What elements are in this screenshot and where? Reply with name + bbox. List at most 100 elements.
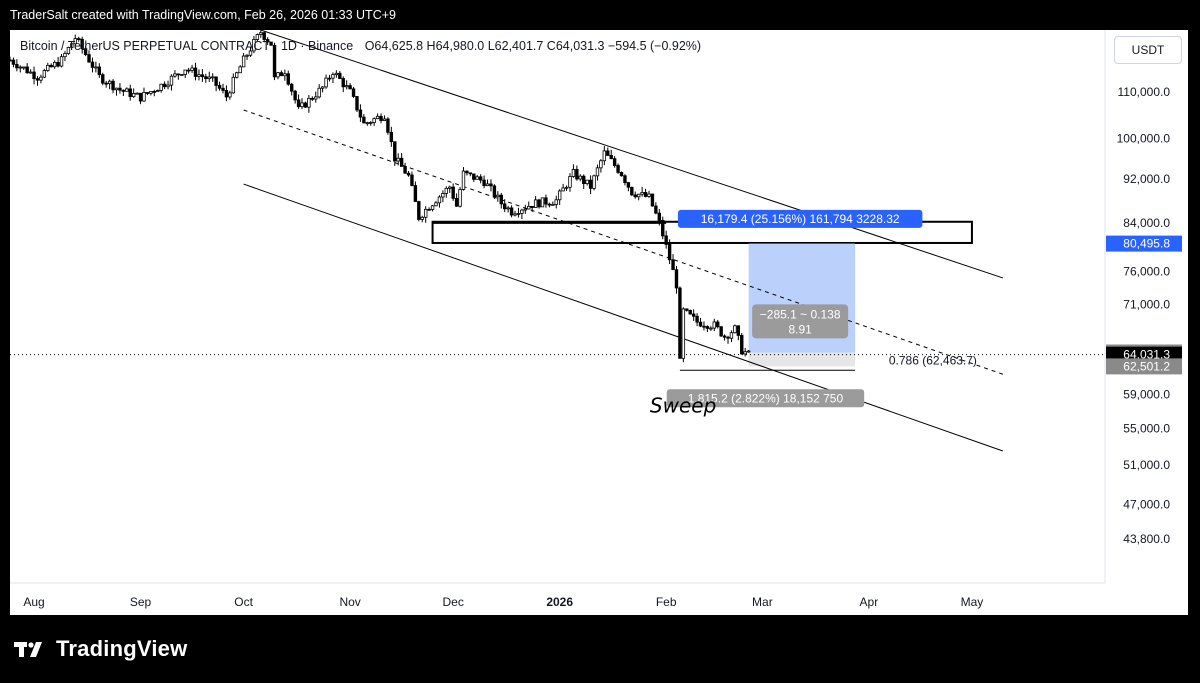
candle-body	[733, 325, 737, 334]
candle-body	[296, 99, 301, 108]
x-tick-label: Apr	[860, 595, 879, 609]
candle-body	[667, 244, 672, 261]
candle-body	[561, 187, 565, 192]
tradingview-mark-icon	[14, 642, 42, 657]
candle-body	[595, 167, 600, 177]
candle-body	[379, 115, 383, 121]
currency-button[interactable]: USDT	[1114, 36, 1182, 64]
candle-body	[351, 88, 356, 97]
candle-body	[348, 85, 352, 90]
candle-body	[702, 325, 706, 328]
candle-body	[746, 350, 751, 353]
risk-reward-line1: −285.1 ~ 0.138	[760, 307, 841, 321]
candle-body	[331, 74, 335, 79]
candle-body	[372, 118, 376, 123]
candle-body	[197, 74, 201, 77]
candle-body	[265, 39, 270, 43]
candle-body	[42, 70, 47, 78]
candle-body	[125, 88, 129, 92]
x-tick-label: Nov	[339, 595, 360, 609]
candle-body	[283, 73, 287, 77]
candle-body	[231, 76, 236, 94]
sweep-stats-label: 1,815.2 (2.822%) 18,152 750	[688, 391, 844, 405]
candle-body	[324, 77, 328, 88]
candle-body	[111, 80, 115, 91]
candle-body	[66, 47, 71, 54]
candle-body	[592, 175, 596, 189]
candle-body	[80, 38, 84, 50]
candle-body	[156, 90, 160, 93]
candle-body	[661, 220, 665, 237]
candle-body	[10, 59, 12, 62]
sweep-stats-label-bg	[666, 389, 865, 408]
candle-body	[286, 73, 290, 85]
candle-body	[310, 97, 315, 100]
candle-body	[59, 56, 64, 67]
candle-body	[520, 209, 524, 214]
candle-body	[35, 78, 40, 81]
fib-level-label: 0.786 (62,463.7)	[889, 354, 977, 368]
x-tick-label: Mar	[752, 595, 773, 609]
candle-body	[623, 175, 627, 183]
price-chart[interactable]: 16,179.4 (25.156%) 161,794 3228.32 −285.1…	[10, 30, 1188, 615]
candle-body	[527, 205, 531, 210]
candle-body	[207, 76, 211, 80]
candle-body	[28, 71, 33, 74]
candle-body	[685, 308, 689, 311]
candle-body	[200, 74, 205, 78]
candle-body	[602, 150, 607, 162]
candle-body	[135, 92, 139, 95]
candle-body	[513, 213, 517, 216]
candle-body	[248, 50, 253, 56]
candle-body	[695, 315, 699, 323]
candle-body	[619, 172, 624, 177]
candle-body	[722, 335, 727, 338]
candle-body	[509, 207, 514, 216]
candle-body	[63, 53, 67, 58]
candle-body	[320, 86, 325, 89]
candle-body	[290, 83, 294, 92]
candle-body	[389, 131, 394, 143]
risk-reward-label-bg	[752, 304, 849, 339]
candle-body	[11, 59, 16, 65]
candle-body	[193, 67, 198, 77]
candle-body	[437, 196, 442, 204]
candle-body	[417, 201, 421, 220]
price-tag-label: 62,501.2	[1123, 359, 1170, 373]
candle-body	[568, 176, 572, 188]
candle-body	[214, 76, 218, 86]
candle-body	[87, 54, 91, 63]
candle-body	[698, 321, 703, 327]
candle-body	[221, 87, 225, 91]
candle-body	[740, 334, 744, 355]
candle-body	[101, 74, 105, 84]
candle-body	[423, 208, 428, 218]
candle-body	[403, 166, 407, 174]
candle-body	[307, 97, 311, 108]
candle-body	[461, 170, 466, 190]
candle-body	[162, 83, 167, 88]
candle-body	[70, 43, 74, 48]
candle-body	[334, 72, 339, 76]
candle-body	[138, 92, 143, 102]
candle-body	[705, 326, 710, 329]
x-tick-label: Feb	[656, 595, 677, 609]
candle-body	[224, 90, 229, 98]
candle-body	[499, 194, 503, 205]
candle-body	[458, 189, 462, 207]
chart-panel: 16,179.4 (25.156%) 161,794 3228.32 −285.1…	[10, 30, 1188, 615]
candle-body	[434, 202, 438, 207]
candle-body	[664, 235, 668, 245]
x-tick-label: 2026	[546, 595, 573, 609]
candle-body	[489, 183, 493, 187]
candle-body	[355, 96, 359, 111]
candle-body	[671, 259, 675, 271]
candle-body	[647, 193, 651, 197]
ohlc-values: O64,625.8 H64,980.0 L62,401.7 C64,031.3 …	[364, 39, 702, 53]
candle-body	[114, 87, 119, 91]
candle-body	[276, 72, 280, 78]
candle-body	[599, 160, 603, 169]
candle-body	[152, 90, 156, 93]
candle-body	[358, 109, 363, 118]
